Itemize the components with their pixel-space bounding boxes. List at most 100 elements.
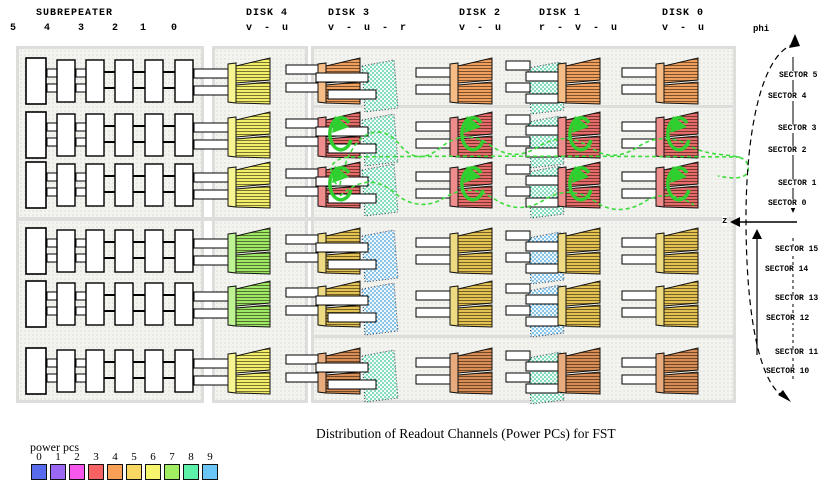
legend-number-9: 9	[207, 451, 213, 463]
legend-number-7: 7	[169, 451, 175, 463]
disk-planes-0: v - u	[662, 23, 708, 34]
rotation-arrow-icon	[328, 116, 353, 152]
legend-swatch-4	[107, 464, 123, 480]
phi-arrowhead	[789, 34, 800, 48]
subrepeater-box	[85, 349, 105, 393]
z-arrowhead	[730, 217, 740, 227]
connector-bar	[505, 136, 531, 147]
connector-bar	[315, 295, 369, 306]
subrepeater-box	[25, 111, 47, 159]
subrepeater-box	[174, 229, 194, 273]
rotation-arrow-icon	[666, 116, 691, 152]
disk-header-0: DISK 0	[662, 8, 705, 19]
subrepeater-box	[25, 280, 47, 328]
legend-number-4: 4	[112, 451, 118, 463]
legend-number-5: 5	[131, 451, 137, 463]
connector-bar	[327, 259, 377, 270]
disk-planes-4: v - u	[246, 23, 292, 34]
sector-label: SECTOR 4	[768, 92, 807, 101]
connector-bar	[505, 283, 531, 294]
legend-number-0: 0	[36, 451, 42, 463]
sector-label: SECTOR 0	[768, 199, 807, 208]
subrepeater-box	[85, 59, 105, 103]
connector-bar	[327, 379, 377, 390]
green-flow-path	[339, 131, 749, 186]
connector-bar	[327, 193, 377, 204]
subrepeater-box	[144, 163, 164, 207]
connector-bar	[327, 312, 377, 323]
legend-number-3: 3	[93, 451, 99, 463]
subrepeater-box	[174, 282, 194, 326]
sector-label: SECTOR 1	[778, 179, 817, 188]
subrepeater-box	[114, 229, 134, 273]
wedge-sienna	[655, 347, 699, 395]
diagram-title: Distribution of Readout Channels (Power …	[316, 426, 616, 441]
subrepeater-box	[174, 163, 194, 207]
disk4-panel	[212, 46, 308, 403]
connector-bar	[505, 60, 531, 71]
wedge-gold	[449, 280, 493, 328]
subrepeater-box	[144, 113, 164, 157]
wedge-gold	[449, 227, 493, 275]
legend-swatch-9	[202, 464, 218, 480]
subrepeater-header: SUBREPEATER	[36, 8, 114, 19]
subrepeater-box	[114, 163, 134, 207]
wedge-orange	[655, 57, 699, 105]
wedge-yellow	[227, 161, 271, 209]
sector-label: SECTOR 5	[779, 71, 818, 80]
legend-number-1: 1	[55, 451, 61, 463]
legend-swatch-2	[69, 464, 85, 480]
connector-bar	[505, 350, 531, 361]
subrepeater-box	[174, 113, 194, 157]
legend-swatch-3	[88, 464, 104, 480]
z-axis-label: z	[722, 216, 728, 226]
rotation-arrow-icon	[666, 166, 691, 202]
legend-number-8: 8	[188, 451, 194, 463]
legend-swatch-1	[50, 464, 66, 480]
sector-label: SECTOR 12	[766, 314, 810, 323]
subrepeater-box	[56, 163, 76, 207]
subrepeater-channel-1: 1	[140, 23, 147, 34]
connector-bar	[315, 72, 369, 83]
disk-header-4: DISK 4	[246, 8, 289, 19]
subrepeater-box	[174, 59, 194, 103]
legend-swatch-0	[31, 464, 47, 480]
disk-header-1: DISK 1	[539, 8, 582, 19]
connector-bar	[327, 89, 377, 100]
subrepeater-box	[85, 163, 105, 207]
disk-planes-1: r - v - u	[539, 23, 621, 34]
subrepeater-box	[25, 161, 47, 209]
legend-swatch-5	[126, 464, 142, 480]
subrepeater-panel	[16, 46, 204, 403]
subrepeater-box	[114, 59, 134, 103]
disk-header-2: DISK 2	[459, 8, 502, 19]
subrepeater-channel-5: 5	[10, 23, 17, 34]
legend-swatch-8	[183, 464, 199, 480]
subrepeater-channel-4: 4	[44, 23, 51, 34]
sector-label: SECTOR 3	[778, 124, 817, 133]
disk-planes-3: v - u - r	[328, 23, 410, 34]
rotation-arrow-icon	[460, 166, 485, 202]
legend-number-2: 2	[74, 451, 80, 463]
sector-label: SECTOR 2	[768, 146, 807, 155]
subrepeater-box	[85, 282, 105, 326]
sector-label: SECTOR 15	[775, 245, 819, 254]
wedge-yellow	[227, 111, 271, 159]
disk-header-3: DISK 3	[328, 8, 371, 19]
green-flow-path	[339, 181, 695, 211]
rotation-arrow-icon	[328, 166, 353, 202]
connector-bar	[315, 242, 369, 253]
wedge-orange	[557, 57, 601, 105]
subrepeater-box	[144, 59, 164, 103]
connector-bar	[505, 230, 531, 241]
subrepeater-channel-2: 2	[112, 23, 119, 34]
subrepeater-box	[25, 57, 47, 105]
legend-swatch-6	[145, 464, 161, 480]
wedge-gold	[655, 227, 699, 275]
phi-axis-label: phi	[753, 24, 770, 34]
connector-bar	[505, 164, 531, 175]
connector-bar	[505, 372, 531, 383]
subrepeater-box	[25, 347, 47, 395]
wedge-gold	[557, 280, 601, 328]
sector-label: SECTOR 11	[775, 348, 819, 357]
